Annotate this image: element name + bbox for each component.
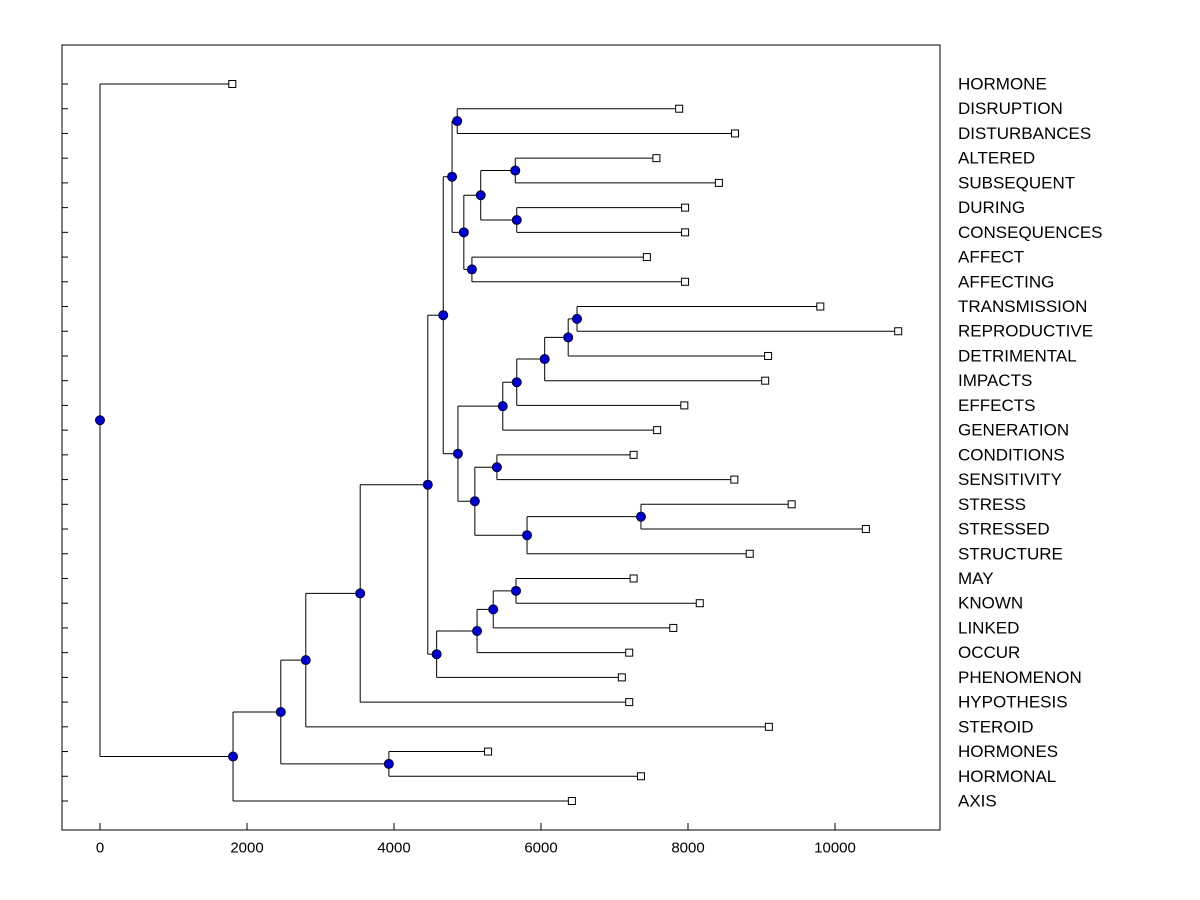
leaf-marker — [695, 599, 704, 608]
leaf-label: AXIS — [958, 791, 997, 810]
internal-node-marker — [563, 332, 574, 343]
x-tick-label: 4000 — [377, 839, 410, 856]
leaf-label: STRESSED — [958, 520, 1050, 539]
leaf-marker — [731, 129, 740, 138]
leaf-label: HORMONE — [958, 75, 1047, 94]
leaf-label: KNOWN — [958, 594, 1023, 613]
internal-node-marker — [95, 415, 105, 426]
internal-node-marker — [511, 214, 522, 225]
leaf-marker — [484, 747, 493, 756]
internal-node-marker — [469, 496, 480, 507]
leaf-label: EFFECTS — [958, 396, 1035, 415]
leaf-marker — [567, 796, 576, 805]
leaf-marker — [787, 500, 796, 509]
leaf-label: CONDITIONS — [958, 445, 1065, 464]
internal-node-marker — [572, 313, 583, 324]
x-tick-label: 8000 — [671, 839, 704, 856]
leaf-marker — [745, 549, 754, 558]
leaf-label: STRESS — [958, 495, 1026, 514]
leaf-marker — [652, 154, 661, 163]
internal-node-marker — [466, 264, 477, 275]
leaf-label: HORMONES — [958, 742, 1058, 761]
leaf-marker — [761, 376, 770, 385]
internal-node-marker — [355, 588, 366, 599]
x-tick-label: 2000 — [230, 839, 263, 856]
internal-node-marker — [635, 511, 646, 522]
internal-node-marker — [383, 758, 394, 769]
internal-node-marker — [447, 171, 458, 182]
leaf-label: DURING — [958, 198, 1025, 217]
leaf-label: TRANSMISSION — [958, 297, 1087, 316]
leaf-marker — [714, 178, 723, 187]
leaf-marker — [625, 698, 634, 707]
plot-box — [61, 44, 941, 831]
leaf-label: MAY — [958, 569, 994, 588]
leaf-label: SENSITIVITY — [958, 470, 1062, 489]
internal-node-marker — [452, 448, 463, 459]
leaf-label: SUBSEQUENT — [958, 173, 1075, 192]
leaf-label: AFFECT — [958, 248, 1024, 267]
leaf-marker — [816, 302, 825, 311]
leaf-label: DISTURBANCES — [958, 124, 1091, 143]
leaf-marker — [861, 525, 870, 534]
leaf-marker — [669, 623, 678, 632]
leaf-label: ALTERED — [958, 149, 1035, 168]
leaf-marker — [681, 203, 690, 212]
leaf-marker — [675, 104, 684, 113]
leaf-label: HORMONAL — [958, 767, 1056, 786]
internal-node-marker — [228, 751, 239, 762]
leaf-label: IMPACTS — [958, 371, 1032, 390]
internal-node-marker — [539, 354, 550, 365]
internal-node-marker — [475, 190, 486, 201]
internal-node-marker — [522, 530, 533, 541]
leaf-label: GENERATION — [958, 421, 1069, 440]
internal-node-marker — [511, 585, 522, 596]
leaf-marker — [642, 253, 651, 262]
leaf-marker — [681, 228, 690, 237]
x-tick-label: 10000 — [814, 839, 856, 856]
leaf-label: DISRUPTION — [958, 99, 1063, 118]
leaf-label: STEROID — [958, 717, 1034, 736]
leaf-marker — [617, 673, 626, 682]
internal-node-marker — [497, 401, 508, 412]
leaf-marker — [653, 426, 662, 435]
internal-node-marker — [510, 165, 521, 176]
internal-node-marker — [491, 462, 502, 473]
leaf-label: DETRIMENTAL — [958, 346, 1077, 365]
leaf-marker — [636, 772, 645, 781]
leaf-label: AFFECTING — [958, 272, 1054, 291]
leaf-label: REPRODUCTIVE — [958, 322, 1093, 341]
internal-node-marker — [488, 604, 499, 615]
leaf-label: CONSEQUENCES — [958, 223, 1103, 242]
leaf-marker — [764, 351, 773, 360]
internal-node-marker — [438, 310, 449, 321]
internal-node-marker — [472, 626, 483, 637]
leaf-marker — [894, 327, 903, 336]
leaf-label: HYPOTHESIS — [958, 693, 1068, 712]
leaf-marker — [681, 277, 690, 286]
internal-node-marker — [431, 649, 442, 660]
leaf-marker — [764, 722, 773, 731]
leaf-label: LINKED — [958, 618, 1019, 637]
internal-node-marker — [275, 707, 286, 718]
internal-node-marker — [452, 116, 463, 127]
leaf-marker — [730, 475, 739, 484]
leaf-marker — [629, 450, 638, 459]
internal-node-marker — [458, 227, 469, 238]
leaf-label: STRUCTURE — [958, 544, 1063, 563]
leaf-marker — [228, 80, 237, 88]
leaf-label: OCCUR — [958, 643, 1020, 662]
internal-node-marker — [511, 377, 522, 388]
internal-node-marker — [422, 479, 433, 490]
leaf-marker — [629, 574, 638, 583]
leaf-marker — [680, 401, 689, 410]
internal-node-marker — [300, 655, 311, 666]
leaf-label: PHENOMENON — [958, 668, 1082, 687]
x-tick-label: 0 — [96, 839, 104, 856]
leaf-marker — [625, 648, 634, 657]
x-tick-label: 6000 — [524, 839, 557, 856]
